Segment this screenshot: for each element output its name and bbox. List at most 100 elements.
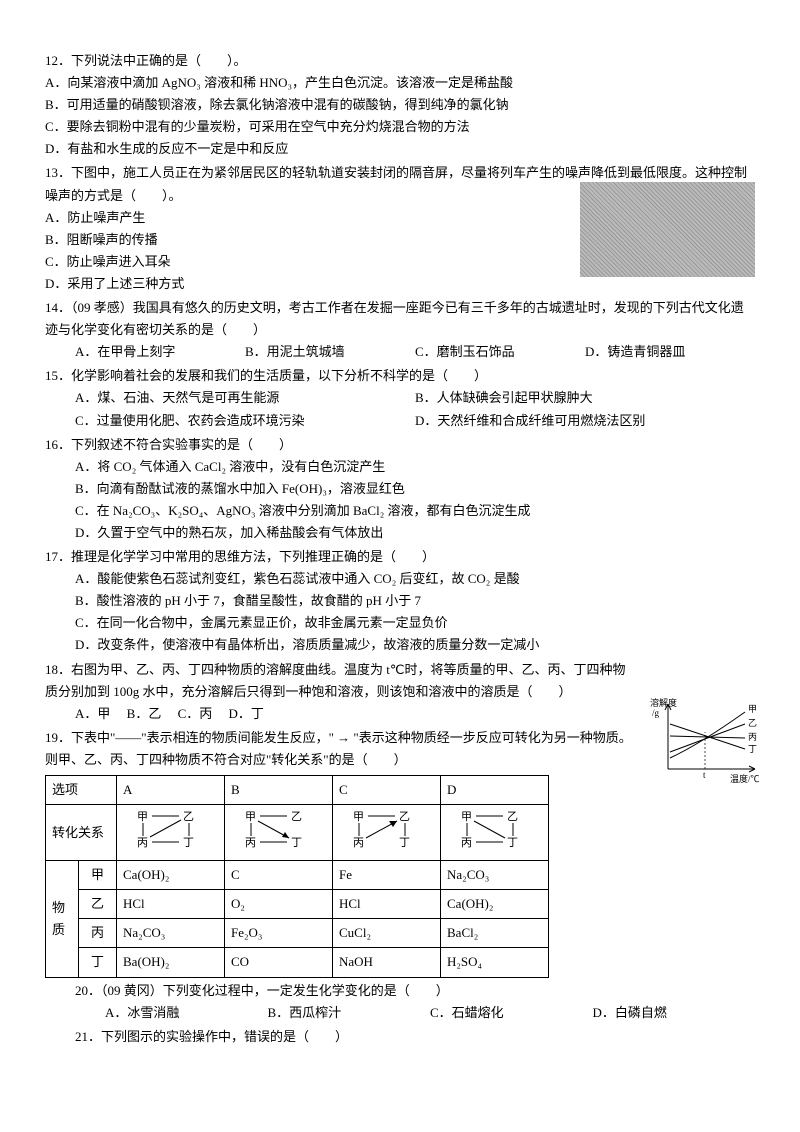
diagram-b: 甲 乙 丙 丁 [225, 805, 333, 861]
svg-text:丙: 丙 [353, 837, 364, 849]
diagram-c: 甲 乙 丙 丁 [333, 805, 441, 861]
svg-text:乙: 乙 [183, 810, 194, 823]
cell-a-yi: HCl [117, 890, 225, 919]
cell-a-ding: Ba(OH)₂ [117, 948, 225, 977]
cell-d-bing: BaCl₂ [441, 919, 549, 948]
question-19: 19．下表中"——"表示相连的物质间能发生反应，" → "表示这种物质经一步反应… [45, 727, 755, 978]
q17-opt-c: C．在同一化合物中，金属元素显正价，故非金属元素一定显负价 [75, 612, 755, 634]
col-a: A [117, 776, 225, 805]
q12-opt-c: C．要除去铜粉中混有的少量炭粉，可采用在空气中充分灼烧混合物的方法 [45, 116, 755, 138]
q19-stem: 19．下表中"——"表示相连的物质间能发生反应，" → "表示这种物质经一步反应… [45, 727, 755, 771]
svg-text:丁: 丁 [748, 744, 757, 754]
q14-opt-b: B．用泥土筑城墙 [245, 341, 415, 363]
q17-opt-b: B．酸性溶液的 pH 小于 7，食醋呈酸性，故食醋的 pH 小于 7 [75, 590, 755, 612]
cell-d-ding: H₂SO₄ [441, 948, 549, 977]
q15-stem: 15．化学影响着社会的发展和我们的生活质量，以下分析不科学的是（ ） [45, 365, 755, 387]
q15-opt-d: D．天然纤维和合成纤维可用燃烧法区别 [415, 410, 755, 432]
col-option: 选项 [46, 776, 117, 805]
cell-b-bing: Fe₂O₃ [225, 919, 333, 948]
svg-text:丙: 丙 [137, 837, 148, 849]
q20-stem: 20．（09 黄冈）下列变化过程中，一定发生化学变化的是（ ） [75, 980, 755, 1002]
q16-opt-a: A．将 CO₂ 气体通入 CaCl₂ 溶液中，没有白色沉淀产生 [75, 456, 755, 478]
svg-text:/g: /g [652, 708, 660, 718]
question-14: 14．（09 孝感）我国具有悠久的历史文明，考古工作者在发掘一座距今已有三千多年… [45, 297, 755, 363]
question-15: 15．化学影响着社会的发展和我们的生活质量，以下分析不科学的是（ ） A．煤、石… [45, 365, 755, 431]
svg-text:丙: 丙 [748, 732, 757, 742]
q18-stem: 18．右图为甲、乙、丙、丁四种物质的溶解度曲线。温度为 t℃时，将等质量的甲、乙… [45, 659, 755, 703]
q16-stem: 16．下列叙述不符合实验事实的是（ ） [45, 434, 755, 456]
cell-c-bing: CuCl₂ [333, 919, 441, 948]
q15-opt-a: A．煤、石油、天然气是可再生能源 [75, 387, 415, 409]
q12-opt-b: B．可用适量的硝酸钡溶液，除去氯化钠溶液中混有的碳酸钠，得到纯净的氯化钠 [45, 94, 755, 116]
cell-b-jia: C [225, 861, 333, 890]
table-row: 转化关系 甲 乙 丙 丁 甲 乙 丙 [46, 805, 549, 861]
cell-c-ding: NaOH [333, 948, 441, 977]
svg-text:t: t [703, 770, 706, 780]
svg-text:丁: 丁 [507, 837, 518, 849]
svg-text:丙: 丙 [461, 837, 472, 849]
question-20: 20．（09 黄冈）下列变化过程中，一定发生化学变化的是（ ） A．冰雪消融 B… [45, 980, 755, 1024]
diagram-a: 甲 乙 丙 丁 [117, 805, 225, 861]
table-row: 乙 HCl O₂ HCl Ca(OH)₂ [46, 890, 549, 919]
question-13: 13．下图中，施工人员正在为紧邻居民区的轻轨轨道安装封闭的隔音屏，尽量将列车产生… [45, 162, 755, 295]
cell-d-yi: Ca(OH)₂ [441, 890, 549, 919]
svg-text:丙: 丙 [245, 837, 256, 849]
q16-opt-d: D．久置于空气中的熟石灰，加入稀盐酸会有气体放出 [75, 522, 755, 544]
svg-text:甲: 甲 [137, 811, 148, 823]
question-21: 21．下列图示的实验操作中，错误的是（ ） [45, 1026, 755, 1048]
diagram-d: 甲 乙 丙 丁 [441, 805, 549, 861]
q17-opt-d: D．改变条件，使溶液中有晶体析出，溶质质量减少，故溶液的质量分数一定减小 [75, 634, 755, 656]
cell-a-jia: Ca(OH)₂ [117, 861, 225, 890]
q18-solubility-chart: 溶解度 /g t 温度/℃ 甲 乙 丙 丁 [650, 694, 765, 784]
svg-text:溶解度: 溶解度 [650, 697, 677, 708]
svg-text:乙: 乙 [291, 810, 302, 823]
table-row: 选项 A B C D [46, 776, 549, 805]
q21-stem: 21．下列图示的实验操作中，错误的是（ ） [75, 1026, 755, 1048]
q15-opt-b: B．人体缺碘会引起甲状腺肿大 [415, 387, 755, 409]
q20-opt-c: C．石蜡熔化 [430, 1002, 593, 1024]
q14-opt-d: D．铸造青铜器皿 [585, 341, 755, 363]
svg-text:甲: 甲 [748, 704, 757, 714]
q20-opt-b: B．西瓜榨汁 [268, 1002, 431, 1024]
q12-opt-a: A．向某溶液中滴加 AgNO₃ 溶液和稀 HNO₃，产生白色沉淀。该溶液一定是稀… [45, 72, 755, 94]
q14-opt-a: A．在甲骨上刻字 [75, 341, 245, 363]
q14-stem: 14．（09 孝感）我国具有悠久的历史文明，考古工作者在发掘一座距今已有三千多年… [45, 297, 755, 341]
col-b: B [225, 776, 333, 805]
sub-yi: 乙 [79, 890, 117, 919]
cell-c-yi: HCl [333, 890, 441, 919]
question-12: 12．下列说法中正确的是（ ）。 A．向某溶液中滴加 AgNO₃ 溶液和稀 HN… [45, 50, 755, 160]
substance-group-label: 物质 [46, 861, 79, 977]
svg-text:甲: 甲 [461, 811, 472, 823]
q18-opt-d: D．丁 [229, 706, 264, 721]
q19-table: 选项 A B C D 转化关系 甲 乙 丙 丁 [45, 775, 549, 978]
cell-d-jia: Na₂CO₃ [441, 861, 549, 890]
row-relation-label: 转化关系 [46, 805, 117, 861]
table-row: 物质 甲 Ca(OH)₂ C Fe Na₂CO₃ [46, 861, 549, 890]
svg-text:甲: 甲 [245, 811, 256, 823]
q18-opt-a: A．甲 [75, 706, 110, 721]
table-row: 丙 Na₂CO₃ Fe₂O₃ CuCl₂ BaCl₂ [46, 919, 549, 948]
svg-text:温度/℃: 温度/℃ [730, 773, 760, 784]
svg-text:乙: 乙 [748, 718, 757, 728]
q20-opt-a: A．冰雪消融 [105, 1002, 268, 1024]
svg-text:乙: 乙 [399, 810, 410, 823]
table-row: 丁 Ba(OH)₂ CO NaOH H₂SO₄ [46, 948, 549, 977]
q14-opt-c: C．磨制玉石饰品 [415, 341, 585, 363]
col-c: C [333, 776, 441, 805]
q16-opt-b: B．向滴有酚酞试液的蒸馏水中加入 Fe(OH)₃，溶液显红色 [75, 478, 755, 500]
svg-text:丁: 丁 [399, 837, 410, 849]
svg-text:丁: 丁 [291, 837, 302, 849]
q12-stem: 12．下列说法中正确的是（ ）。 [45, 50, 755, 72]
sub-bing: 丙 [79, 919, 117, 948]
svg-text:丁: 丁 [183, 837, 194, 849]
question-18: 18．右图为甲、乙、丙、丁四种物质的溶解度曲线。温度为 t℃时，将等质量的甲、乙… [45, 659, 755, 725]
q12-opt-d: D．有盐和水生成的反应不一定是中和反应 [45, 138, 755, 160]
cell-b-ding: CO [225, 948, 333, 977]
q17-opt-a: A．酸能使紫色石蕊试剂变红，紫色石蕊试液中通入 CO₂ 后变红，故 CO₂ 是酸 [75, 568, 755, 590]
q17-stem: 17．推理是化学学习中常用的思维方法，下列推理正确的是（ ） [45, 546, 755, 568]
sub-jia: 甲 [79, 861, 117, 890]
question-17: 17．推理是化学学习中常用的思维方法，下列推理正确的是（ ） A．酸能使紫色石蕊… [45, 546, 755, 656]
q20-opt-d: D．白磷自燃 [593, 1002, 756, 1024]
q18-opt-c: C．丙 [178, 706, 213, 721]
q15-opt-c: C．过量使用化肥、农药会造成环境污染 [75, 410, 415, 432]
